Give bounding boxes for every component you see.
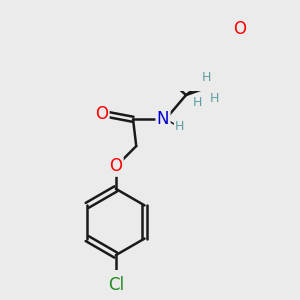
Text: H: H bbox=[175, 121, 184, 134]
Text: N: N bbox=[157, 110, 169, 128]
Text: Cl: Cl bbox=[108, 276, 124, 294]
Text: O: O bbox=[233, 20, 246, 38]
Text: H: H bbox=[201, 71, 211, 84]
Text: O: O bbox=[109, 158, 122, 175]
Text: H: H bbox=[193, 96, 202, 109]
Text: O: O bbox=[95, 105, 108, 123]
Text: H: H bbox=[210, 92, 219, 105]
